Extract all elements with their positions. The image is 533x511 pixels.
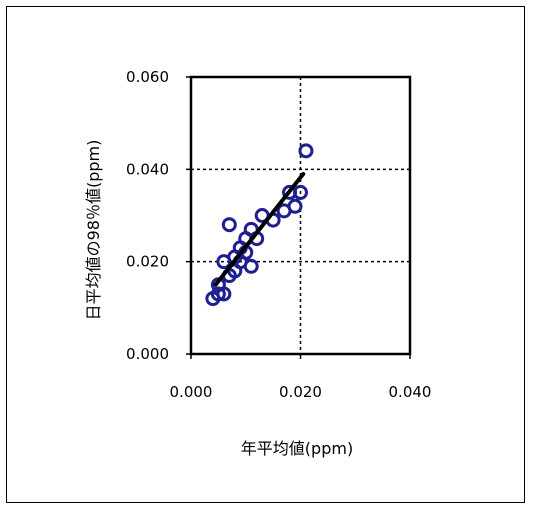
y-tick-label: 0.020 [126,253,169,271]
y-axis-title: 日平均値の98％値(ppm) [84,140,103,321]
x-tick-label: 0.040 [389,383,432,401]
scatter-chart: 0.000 0.020 0.040 0.000 0.020 0.040 0.060 年平均値… [84,68,431,458]
data-point [287,198,303,214]
data-point [298,143,314,159]
chart-frame: 0.000 0.020 0.040 0.000 0.020 0.040 0.060 年平均値… [6,6,525,503]
data-point [221,217,237,233]
x-axis-title: 年平均値(ppm) [241,439,353,458]
plot-layer: 0.000 0.020 0.040 0.000 0.020 0.040 0.060 [126,68,431,401]
y-tick-label: 0.060 [126,68,169,86]
data-point [243,258,259,274]
data-point [210,286,226,302]
y-tick-label: 0.040 [126,160,169,178]
x-tick-label: 0.000 [170,383,213,401]
y-tick-label: 0.000 [126,345,169,363]
data-point [293,184,308,200]
x-tick-label: 0.020 [279,383,322,401]
trend-line [213,171,306,287]
